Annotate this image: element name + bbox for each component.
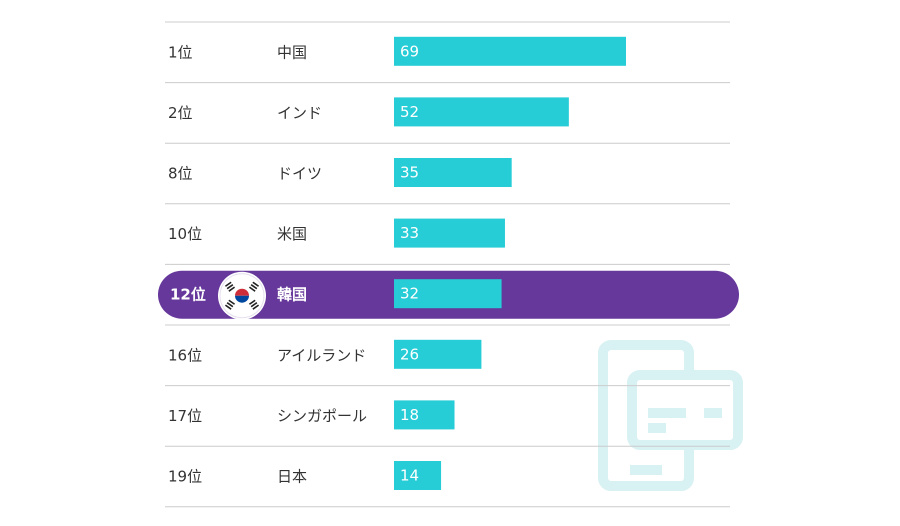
bar xyxy=(394,400,455,430)
value-label: 33 xyxy=(400,224,419,242)
rank-label: 12位 xyxy=(170,286,206,304)
value-label: 69 xyxy=(400,42,419,60)
value-label: 18 xyxy=(400,406,419,424)
bar xyxy=(394,36,626,66)
rank-label: 1位 xyxy=(168,43,193,61)
country-label: ドイツ xyxy=(277,165,322,183)
country-label: シンガポール xyxy=(277,407,367,425)
bar xyxy=(394,97,569,127)
bar xyxy=(394,158,512,187)
value-label: 35 xyxy=(400,164,419,182)
phone-card-icon xyxy=(598,340,743,491)
rank-label: 17位 xyxy=(168,407,202,425)
value-label: 26 xyxy=(400,345,419,363)
row-separators xyxy=(165,21,730,508)
country-label: 日本 xyxy=(277,468,307,486)
country-label: 中国 xyxy=(277,43,307,61)
value-label: 52 xyxy=(400,103,419,121)
country-label: インド xyxy=(277,104,322,122)
value-label: 14 xyxy=(400,467,419,485)
country-label: アイルランド xyxy=(277,346,366,364)
value-label: 32 xyxy=(400,285,419,303)
bar xyxy=(394,461,442,490)
rank-label: 16位 xyxy=(168,346,202,364)
bar xyxy=(394,218,505,248)
country-label: 米国 xyxy=(277,225,307,243)
rank-label: 8位 xyxy=(168,165,193,183)
labels: 1位 中国 69 2位 インド 52 8位 ドイツ 35 10位 米国 33 12位 韓国 32 16位 アイル… xyxy=(168,42,419,485)
rank-label: 19位 xyxy=(168,468,202,486)
bar xyxy=(394,279,502,309)
bar xyxy=(394,339,482,369)
rank-label: 10位 xyxy=(168,225,202,243)
country-label: 韓国 xyxy=(277,286,307,304)
rank-label: 2位 xyxy=(168,104,193,122)
bars xyxy=(394,36,626,490)
korea-flag-icon xyxy=(218,271,266,320)
